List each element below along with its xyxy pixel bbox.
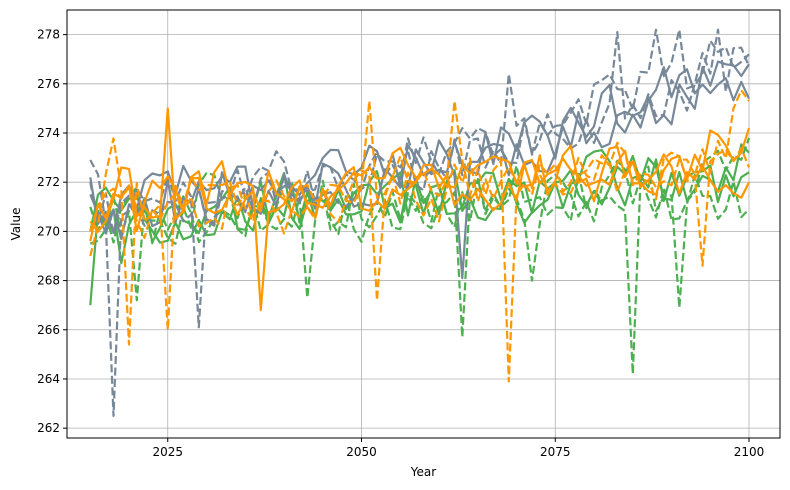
y-tick-label: 276 <box>37 77 60 91</box>
series-line <box>89 147 751 302</box>
y-tick-label: 274 <box>37 126 60 140</box>
y-tick-label: 262 <box>37 421 60 435</box>
y-tick-label: 266 <box>37 323 60 337</box>
x-tick-label: 2075 <box>540 445 571 459</box>
series-line <box>89 164 750 376</box>
x-tick-label: 2025 <box>152 445 183 459</box>
x-axis-label: Year <box>410 465 436 479</box>
series-layer <box>89 28 751 417</box>
y-tick-label: 268 <box>37 274 60 288</box>
y-tick-label: 264 <box>37 372 60 386</box>
x-tick-label: 2100 <box>734 445 765 459</box>
y-tick-label: 272 <box>37 175 60 189</box>
series-line <box>89 28 750 417</box>
series-line <box>89 28 751 236</box>
y-axis-label: Value <box>9 208 23 241</box>
y-tick-label: 278 <box>37 28 60 42</box>
axis-ticks: 2025 2050 2075 2100 262 264 266 268 270 272 274 276… <box>37 28 764 459</box>
plot-frame <box>66 9 781 439</box>
x-tick-label: 2050 <box>346 445 377 459</box>
y-tick-label: 270 <box>37 224 60 238</box>
